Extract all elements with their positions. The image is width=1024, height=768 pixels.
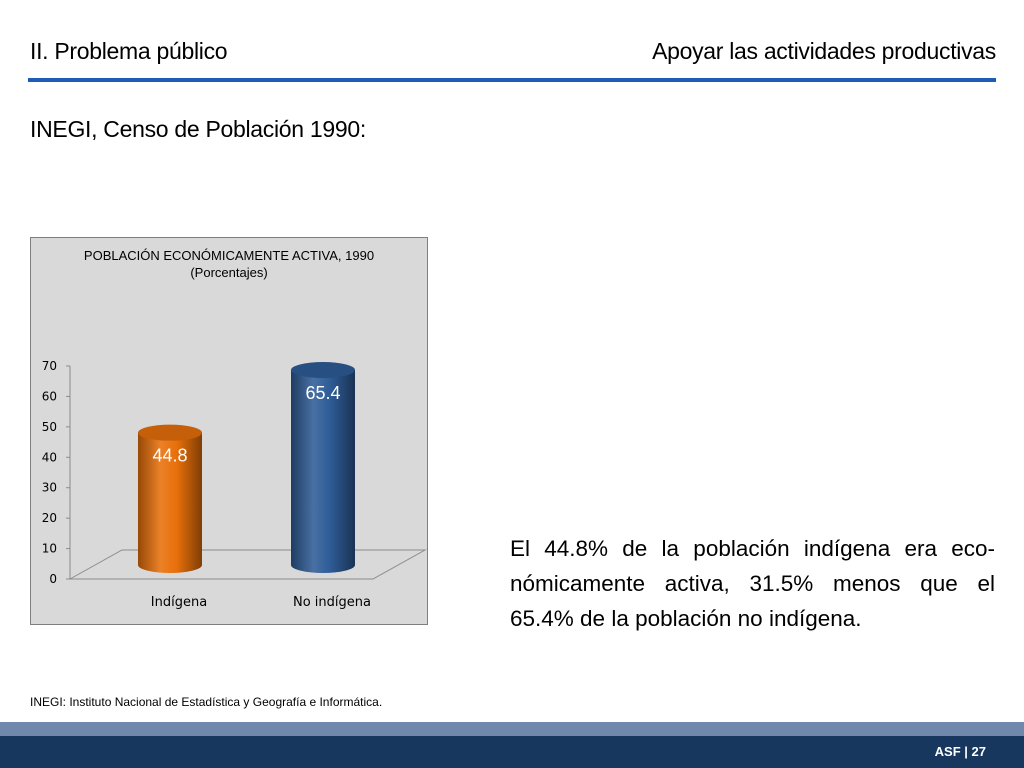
y-tick-label: 40 xyxy=(42,450,57,464)
y-tick-label: 10 xyxy=(42,542,57,556)
bar-top-cap xyxy=(138,424,202,441)
chart-floor xyxy=(68,549,427,580)
y-tick-label: 60 xyxy=(42,389,57,403)
section-title: II. Problema público xyxy=(30,38,228,64)
header-divider xyxy=(28,78,996,82)
x-category-label: No indígena xyxy=(293,595,371,610)
data-label: 65.4 xyxy=(305,383,340,403)
y-tick-label: 20 xyxy=(42,511,57,525)
chart-subtitle: (Porcentajes) xyxy=(190,265,268,280)
data-label: 44.8 xyxy=(152,446,187,466)
y-tick-label: 0 xyxy=(49,572,57,586)
bar-no-indigena xyxy=(291,369,355,573)
summary-paragraph: El 44.8% de la población indígena era ec… xyxy=(510,536,995,631)
slide-topic: Apoyar las actividades productivas xyxy=(652,38,996,64)
footnote: INEGI: Instituto Nacional de Estadística… xyxy=(30,695,383,709)
y-tick-label: 50 xyxy=(42,420,57,434)
chart-title-block: POBLACIÓN ECONÓMICAMENTE ACTIVA, 1990 (P… xyxy=(31,247,427,281)
footer-band-light xyxy=(0,722,1024,736)
y-tick-label: 30 xyxy=(42,481,57,495)
y-tick-label: 70 xyxy=(42,359,57,373)
footer-band-dark xyxy=(0,736,1024,768)
bar-top-cap xyxy=(291,361,355,378)
chart-panel: POBLACIÓN ECONÓMICAMENTE ACTIVA, 1990 (P… xyxy=(30,237,428,625)
chart-title: POBLACIÓN ECONÓMICAMENTE ACTIVA, 1990 xyxy=(83,248,375,263)
x-category-label: Indígena xyxy=(151,595,207,610)
page-number: ASF | 27 xyxy=(934,744,986,759)
bar-indigena xyxy=(138,432,202,573)
bar-chart: 0 10 20 30 40 50 60 70 44.8 Indígena 65.4 No indíge… xyxy=(42,359,427,610)
slide-subtitle: INEGI, Censo de Población 1990: xyxy=(30,116,366,142)
